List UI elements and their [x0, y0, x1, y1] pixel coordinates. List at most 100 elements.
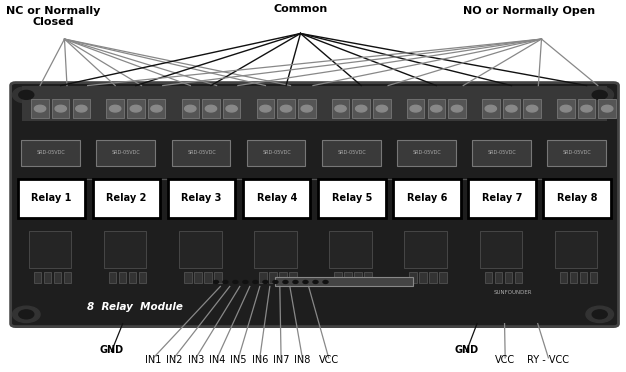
- FancyBboxPatch shape: [73, 99, 90, 118]
- FancyBboxPatch shape: [555, 231, 597, 268]
- FancyBboxPatch shape: [344, 272, 352, 283]
- FancyBboxPatch shape: [172, 140, 230, 166]
- Text: NC or Normally
Closed: NC or Normally Closed: [6, 6, 100, 27]
- Text: Relay 1: Relay 1: [31, 193, 71, 203]
- Circle shape: [13, 306, 40, 323]
- FancyBboxPatch shape: [127, 99, 145, 118]
- Circle shape: [263, 280, 268, 283]
- FancyBboxPatch shape: [480, 231, 522, 268]
- Bar: [22, 86, 607, 121]
- Circle shape: [280, 105, 292, 112]
- FancyBboxPatch shape: [257, 99, 274, 118]
- Circle shape: [586, 87, 613, 103]
- FancyBboxPatch shape: [448, 99, 466, 118]
- FancyBboxPatch shape: [332, 99, 349, 118]
- Text: Relay 3: Relay 3: [182, 193, 222, 203]
- FancyBboxPatch shape: [259, 272, 267, 283]
- FancyBboxPatch shape: [428, 99, 445, 118]
- Text: SRD-05VDC: SRD-05VDC: [37, 150, 66, 155]
- FancyBboxPatch shape: [523, 99, 541, 118]
- FancyBboxPatch shape: [96, 140, 155, 166]
- Text: Relay 8: Relay 8: [557, 193, 597, 203]
- Text: RY - VCC: RY - VCC: [527, 355, 570, 365]
- Text: VCC: VCC: [495, 355, 515, 365]
- Circle shape: [301, 105, 312, 112]
- FancyBboxPatch shape: [204, 272, 212, 283]
- Text: SRD-05VDC: SRD-05VDC: [488, 150, 516, 155]
- FancyBboxPatch shape: [439, 272, 447, 283]
- Text: IN3: IN3: [188, 355, 204, 365]
- Text: SRD-05VDC: SRD-05VDC: [112, 150, 141, 155]
- Circle shape: [586, 306, 613, 323]
- FancyBboxPatch shape: [409, 272, 417, 283]
- Circle shape: [130, 105, 141, 112]
- Circle shape: [526, 105, 538, 112]
- FancyBboxPatch shape: [254, 231, 297, 268]
- FancyBboxPatch shape: [364, 272, 372, 283]
- Text: IN6: IN6: [252, 355, 268, 365]
- Text: Relay 6: Relay 6: [407, 193, 447, 203]
- FancyBboxPatch shape: [318, 179, 386, 218]
- Circle shape: [233, 280, 238, 283]
- Circle shape: [560, 105, 572, 112]
- FancyBboxPatch shape: [275, 277, 413, 286]
- Circle shape: [223, 280, 228, 283]
- FancyBboxPatch shape: [352, 99, 370, 118]
- Text: GND: GND: [100, 345, 123, 355]
- FancyBboxPatch shape: [482, 99, 500, 118]
- FancyBboxPatch shape: [277, 99, 295, 118]
- FancyBboxPatch shape: [373, 99, 391, 118]
- FancyBboxPatch shape: [289, 272, 297, 283]
- FancyBboxPatch shape: [404, 231, 447, 268]
- FancyBboxPatch shape: [322, 140, 381, 166]
- Text: IN8: IN8: [294, 355, 310, 365]
- FancyBboxPatch shape: [148, 99, 165, 118]
- Text: SUNFOUNDER: SUNFOUNDER: [494, 289, 533, 295]
- Circle shape: [485, 105, 496, 112]
- FancyBboxPatch shape: [184, 272, 192, 283]
- Text: Common: Common: [274, 4, 327, 14]
- Circle shape: [226, 105, 237, 112]
- FancyBboxPatch shape: [503, 99, 520, 118]
- Circle shape: [283, 280, 288, 283]
- FancyBboxPatch shape: [557, 99, 575, 118]
- Circle shape: [19, 90, 34, 99]
- FancyBboxPatch shape: [407, 99, 424, 118]
- FancyBboxPatch shape: [495, 272, 502, 283]
- FancyBboxPatch shape: [109, 272, 116, 283]
- Circle shape: [55, 105, 66, 112]
- FancyBboxPatch shape: [279, 272, 287, 283]
- FancyBboxPatch shape: [29, 231, 71, 268]
- FancyBboxPatch shape: [104, 231, 146, 268]
- Text: SRD-05VDC: SRD-05VDC: [262, 150, 291, 155]
- Circle shape: [151, 105, 162, 112]
- FancyBboxPatch shape: [179, 231, 222, 268]
- Circle shape: [592, 310, 607, 319]
- FancyBboxPatch shape: [139, 272, 146, 283]
- Text: IN5: IN5: [230, 355, 247, 365]
- FancyBboxPatch shape: [64, 272, 71, 283]
- Circle shape: [13, 87, 40, 103]
- Circle shape: [335, 105, 346, 112]
- FancyBboxPatch shape: [505, 272, 512, 283]
- FancyBboxPatch shape: [590, 272, 597, 283]
- FancyBboxPatch shape: [543, 179, 611, 218]
- FancyBboxPatch shape: [31, 99, 49, 118]
- Circle shape: [34, 105, 46, 112]
- FancyBboxPatch shape: [106, 99, 124, 118]
- FancyBboxPatch shape: [18, 179, 85, 218]
- Circle shape: [602, 105, 613, 112]
- FancyBboxPatch shape: [429, 272, 437, 283]
- Text: GND: GND: [454, 345, 478, 355]
- FancyBboxPatch shape: [598, 99, 616, 118]
- Circle shape: [431, 105, 442, 112]
- Circle shape: [592, 90, 607, 99]
- FancyBboxPatch shape: [93, 179, 160, 218]
- FancyBboxPatch shape: [515, 272, 522, 283]
- FancyBboxPatch shape: [54, 272, 61, 283]
- FancyBboxPatch shape: [468, 179, 536, 218]
- Circle shape: [356, 105, 367, 112]
- FancyBboxPatch shape: [397, 140, 456, 166]
- Text: SRD-05VDC: SRD-05VDC: [563, 150, 592, 155]
- Circle shape: [313, 280, 318, 283]
